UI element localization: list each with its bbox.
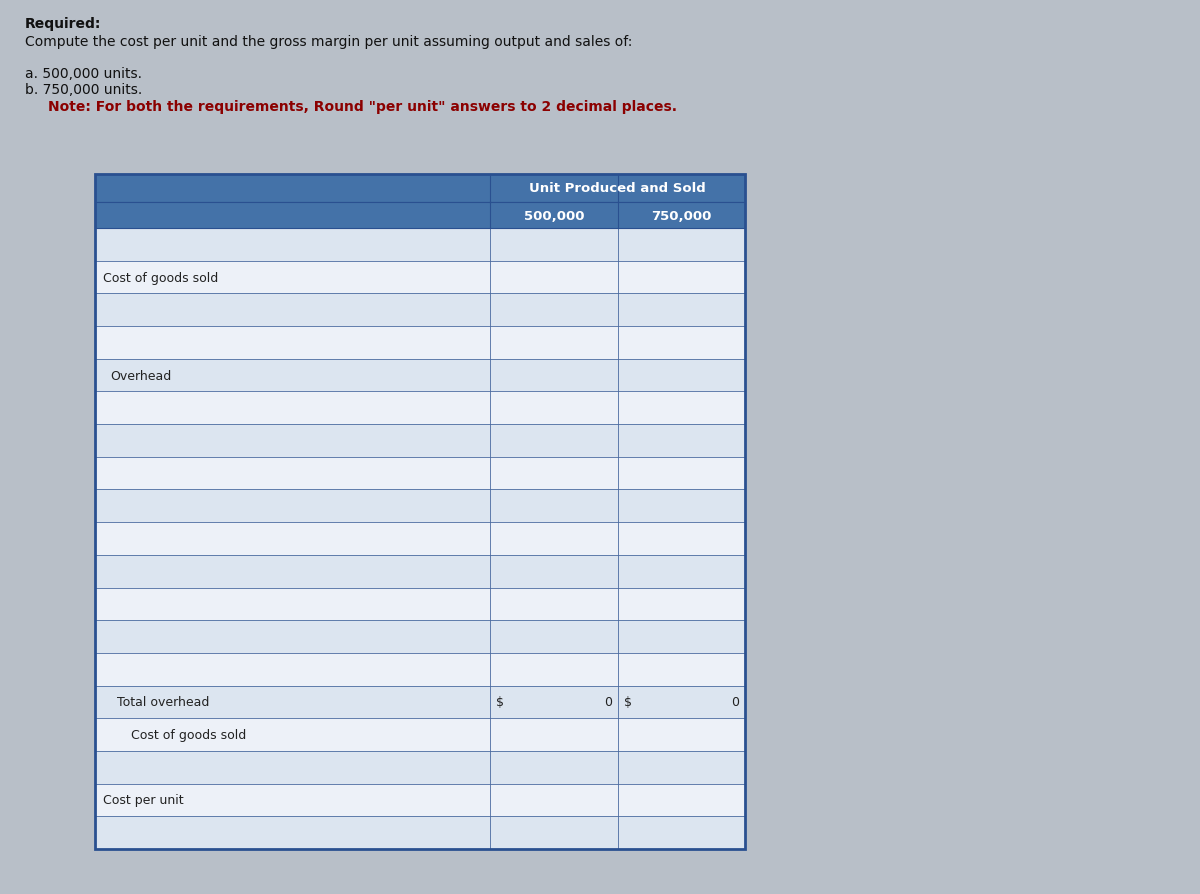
Bar	[95, 175, 745, 849]
Text: Required:: Required:	[25, 17, 101, 31]
Bar	[618, 719, 745, 751]
Bar	[618, 425, 745, 457]
Bar	[490, 751, 618, 784]
Bar	[95, 392, 490, 425]
Text: Compute the cost per unit and the gross margin per unit assuming output and sale: Compute the cost per unit and the gross …	[25, 35, 632, 49]
Bar	[95, 175, 745, 203]
Text: 750,000: 750,000	[652, 209, 712, 223]
Bar	[95, 654, 490, 686]
Bar	[618, 294, 745, 326]
Bar	[95, 686, 490, 719]
Bar	[95, 784, 490, 816]
Bar	[490, 326, 618, 359]
Bar	[618, 654, 745, 686]
Bar	[618, 490, 745, 523]
Bar	[618, 555, 745, 588]
Bar	[490, 523, 618, 555]
Bar	[618, 326, 745, 359]
Bar	[490, 490, 618, 523]
Bar	[95, 229, 490, 261]
Bar	[490, 359, 618, 392]
Text: Overhead: Overhead	[110, 369, 172, 382]
Bar	[95, 816, 490, 849]
Bar	[490, 425, 618, 457]
Bar	[618, 751, 745, 784]
Bar	[618, 816, 745, 849]
Text: Note: For both the requirements, Round "per unit" answers to 2 decimal places.: Note: For both the requirements, Round "…	[48, 100, 677, 114]
Bar	[618, 359, 745, 392]
Text: 0: 0	[604, 696, 612, 709]
Bar	[95, 294, 490, 326]
Bar	[490, 686, 618, 719]
Text: b. 750,000 units.: b. 750,000 units.	[25, 83, 143, 97]
Bar	[490, 816, 618, 849]
Text: $: $	[624, 696, 632, 709]
Bar	[618, 620, 745, 654]
Bar	[618, 686, 745, 719]
Bar	[95, 326, 490, 359]
Bar	[95, 457, 490, 490]
Bar	[618, 784, 745, 816]
Bar	[490, 555, 618, 588]
Bar	[490, 719, 618, 751]
Bar	[95, 425, 490, 457]
Bar	[95, 588, 490, 620]
Bar	[95, 490, 490, 523]
Text: Cost of goods sold: Cost of goods sold	[131, 729, 246, 741]
Bar	[95, 523, 490, 555]
Bar	[490, 261, 618, 294]
Bar	[95, 620, 490, 654]
Text: Unit Produced and Sold: Unit Produced and Sold	[529, 182, 706, 195]
Bar	[95, 751, 490, 784]
Text: $: $	[496, 696, 504, 709]
Bar	[490, 294, 618, 326]
Bar	[95, 261, 490, 294]
Bar	[95, 555, 490, 588]
Bar	[95, 203, 745, 229]
Text: 0: 0	[731, 696, 739, 709]
Bar	[618, 229, 745, 261]
Bar	[618, 392, 745, 425]
Text: Total overhead: Total overhead	[118, 696, 209, 709]
Text: a. 500,000 units.: a. 500,000 units.	[25, 67, 142, 81]
Bar	[618, 523, 745, 555]
Bar	[95, 719, 490, 751]
Bar	[490, 588, 618, 620]
Bar	[490, 654, 618, 686]
Bar	[490, 620, 618, 654]
Text: Cost per unit: Cost per unit	[103, 794, 184, 806]
Bar	[618, 588, 745, 620]
Bar	[490, 784, 618, 816]
Bar	[618, 457, 745, 490]
Bar	[95, 359, 490, 392]
Bar	[490, 392, 618, 425]
Bar	[490, 229, 618, 261]
Text: Cost of goods sold: Cost of goods sold	[103, 271, 218, 284]
Bar	[618, 261, 745, 294]
Text: 500,000: 500,000	[523, 209, 584, 223]
Bar	[490, 457, 618, 490]
